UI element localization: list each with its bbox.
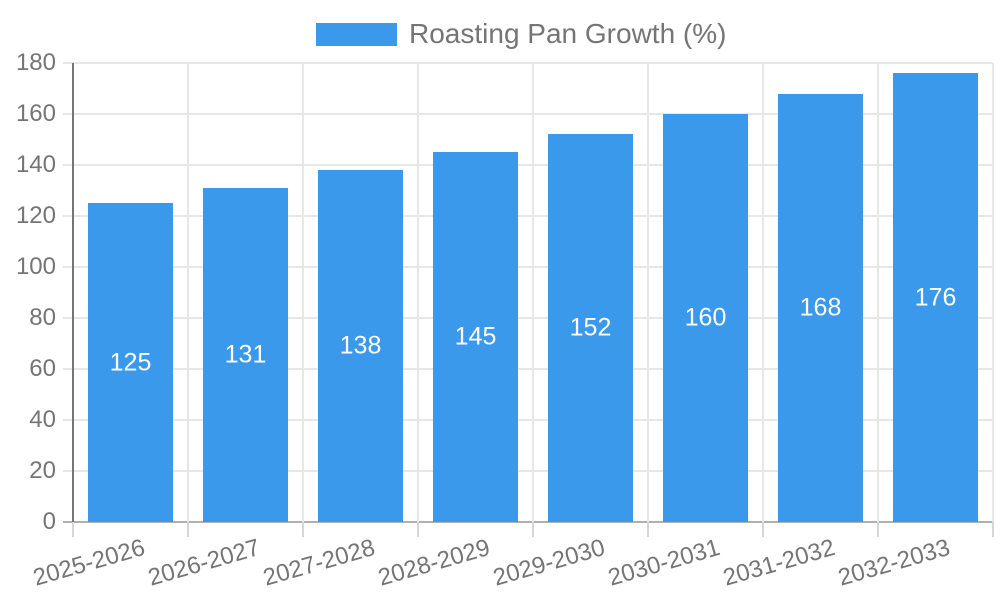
gridline-horizontal xyxy=(63,62,993,65)
gridline-horizontal xyxy=(63,368,993,370)
gridline-horizontal xyxy=(63,164,993,166)
bar-2028-2029[interactable] xyxy=(433,152,518,522)
gridline-horizontal xyxy=(63,266,993,268)
x-axis-category-label: 2028-2029 xyxy=(374,534,493,592)
x-axis-category-label: 2032-2033 xyxy=(834,534,953,592)
x-axis-category-label: 2031-2032 xyxy=(719,534,838,592)
gridline-vertical xyxy=(417,63,419,522)
bar-value-label: 125 xyxy=(109,348,152,377)
y-axis-tick-label: 140 xyxy=(15,151,56,178)
gridline-vertical xyxy=(647,63,649,522)
y-axis-tick-label: 20 xyxy=(29,457,56,484)
gridline-vertical xyxy=(762,63,764,522)
x-axis-category-label: 2030-2031 xyxy=(604,534,723,592)
x-axis-tick xyxy=(877,522,879,537)
legend-label: Roasting Pan Growth (%) xyxy=(409,18,727,49)
gridline-vertical xyxy=(302,63,304,522)
bar-value-label: 160 xyxy=(684,303,727,332)
y-axis-labels: 0 20 40 60 80 100 120 140 160 180 xyxy=(0,51,56,534)
x-axis-tick xyxy=(187,522,189,537)
gridline-vertical xyxy=(877,63,879,522)
gridline-vertical xyxy=(992,63,994,522)
x-axis-category-label: 2029-2030 xyxy=(489,534,608,592)
bar-2030-2031[interactable] xyxy=(663,114,748,522)
x-axis-category-label: 2026-2027 xyxy=(144,534,263,592)
plot-area: 125 131 138 145 152 160 168 176 xyxy=(63,62,994,523)
x-axis-tick xyxy=(762,522,764,537)
bar-value-label: 145 xyxy=(454,322,497,351)
bar-2029-2030[interactable] xyxy=(548,134,633,522)
bar-2027-2028[interactable] xyxy=(318,170,403,522)
x-axis-tick xyxy=(992,522,994,537)
gridline-horizontal xyxy=(63,317,993,319)
x-axis-tick xyxy=(417,522,419,537)
bar-2032-2033[interactable] xyxy=(893,73,978,522)
gridline-vertical xyxy=(532,63,534,522)
x-axis-baseline xyxy=(63,521,993,523)
x-axis-tick xyxy=(647,522,649,537)
gridline-horizontal xyxy=(63,419,993,421)
y-axis-tick-label: 100 xyxy=(15,253,56,280)
x-axis-category-label: 2025-2026 xyxy=(29,534,148,592)
gridline-horizontal xyxy=(63,470,993,472)
y-axis-line xyxy=(72,63,74,537)
bar-value-label: 138 xyxy=(339,331,382,360)
y-axis-tick-label: 160 xyxy=(15,100,56,127)
x-axis-tick xyxy=(532,522,534,537)
bar-value-label: 176 xyxy=(914,283,957,312)
y-axis-tick-label: 40 xyxy=(29,406,56,433)
gridline-horizontal xyxy=(63,113,993,115)
y-axis-tick-label: 80 xyxy=(29,304,56,331)
bar-2026-2027[interactable] xyxy=(203,187,288,522)
bar-value-label: 131 xyxy=(224,340,267,369)
gridline-horizontal xyxy=(63,215,993,217)
bar-value-label: 152 xyxy=(569,313,612,342)
bar-value-label: 168 xyxy=(799,293,842,322)
x-axis-tick xyxy=(72,522,74,537)
x-axis-category-label: 2027-2028 xyxy=(259,534,378,592)
bar-2025-2026[interactable] xyxy=(88,203,173,522)
chart-legend[interactable]: Roasting Pan Growth (%) xyxy=(316,20,726,48)
gridline-vertical xyxy=(187,63,189,522)
y-axis-tick-label: 120 xyxy=(15,202,56,229)
y-axis-tick-label: 60 xyxy=(29,355,56,382)
bar-2031-2032[interactable] xyxy=(778,93,863,522)
x-axis-tick xyxy=(302,522,304,537)
y-axis-tick-label: 0 xyxy=(42,508,56,535)
legend-swatch xyxy=(316,22,397,46)
y-axis-tick-label: 180 xyxy=(15,49,56,76)
